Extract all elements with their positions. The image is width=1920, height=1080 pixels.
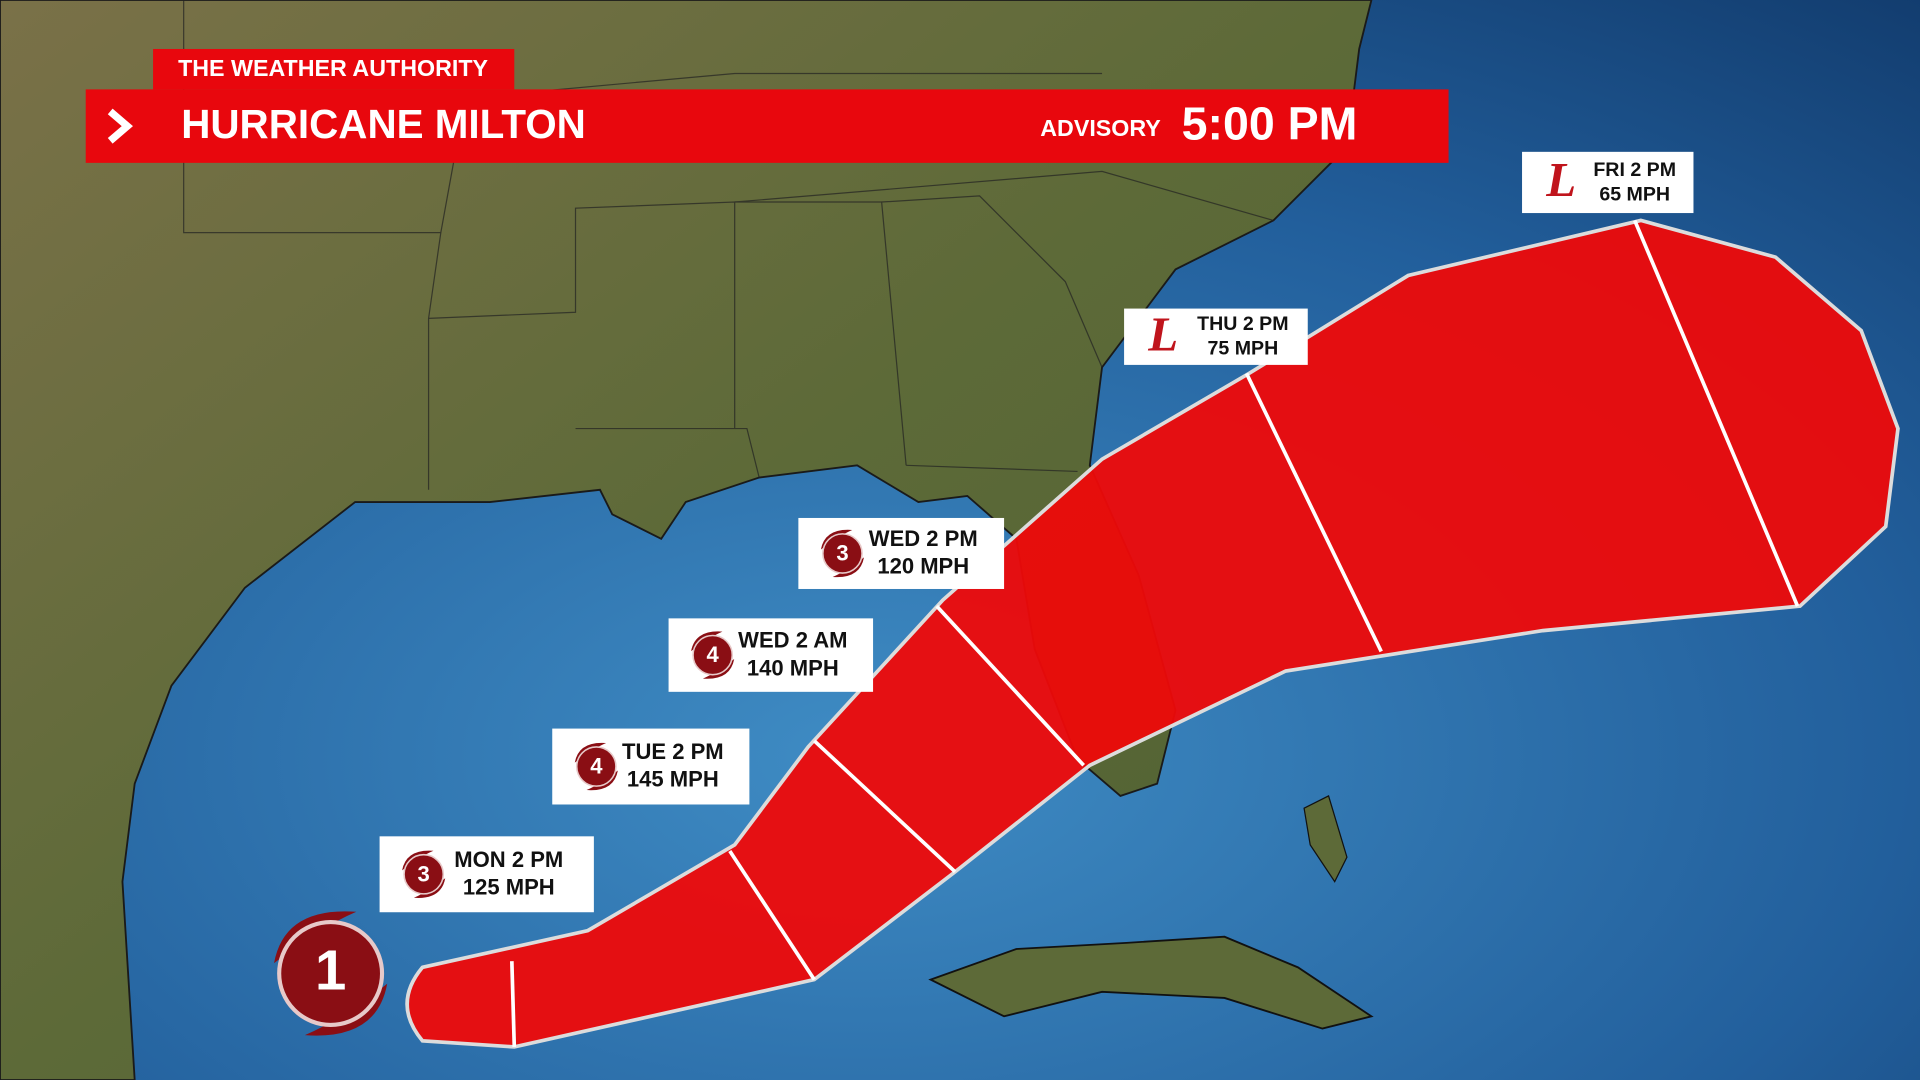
forecast-wind: 65 MPH <box>1599 183 1670 205</box>
icon-eye <box>575 746 617 787</box>
brand-tab <box>153 48 515 90</box>
icon-eye <box>822 533 863 574</box>
icon-category: 1 <box>315 939 346 1002</box>
forecast-time: FRI 2 PM <box>1593 159 1676 181</box>
cone-dividers <box>510 219 1800 1047</box>
icon-eye <box>277 919 385 1027</box>
forecast-time: MON 2 PM <box>454 847 563 872</box>
forecast-wind: 140 MPH <box>747 655 839 680</box>
low-icon: L <box>1147 306 1178 361</box>
forecast-wind: 75 MPH <box>1207 338 1278 360</box>
advisory-label: ADVISORY <box>1040 115 1161 141</box>
title-bar <box>85 89 1449 163</box>
chevron-icon <box>107 108 133 144</box>
advisory-time: 5:00 PM <box>1182 98 1358 150</box>
forecast-time: THU 2 PM <box>1197 313 1288 335</box>
hurricane-icon: 3 <box>402 850 446 898</box>
icon-arm <box>702 659 735 679</box>
icon-category: 3 <box>418 861 430 886</box>
mainland <box>0 0 1373 1080</box>
icon-arm <box>304 983 388 1036</box>
low-icon: L <box>1545 152 1576 207</box>
forecast-time: WED 2 AM <box>738 628 847 653</box>
icon-arm <box>413 878 446 898</box>
bahamas <box>1303 795 1348 883</box>
forecast-box <box>1124 308 1308 365</box>
icon-eye <box>692 634 734 676</box>
icon-category: 3 <box>836 541 848 566</box>
icon-arm <box>691 631 723 652</box>
forecast-wind: 120 MPH <box>877 554 969 579</box>
icon-category: 4 <box>707 642 720 667</box>
hurricane-icon: 3 <box>820 529 864 578</box>
hurricane-icon: 1 <box>274 911 388 1036</box>
icon-eye <box>403 853 445 895</box>
forecast-wind: 145 MPH <box>627 767 719 792</box>
state-borders <box>183 0 1274 490</box>
icon-arm <box>574 742 607 763</box>
icon-arm <box>402 850 434 871</box>
icon-arm <box>586 770 618 791</box>
icon-arm <box>832 557 864 578</box>
hurricane-icon: 4 <box>691 631 735 679</box>
brand: THE WEATHER AUTHORITY <box>178 55 488 81</box>
cuba <box>928 935 1374 1030</box>
storm-title: HURRICANE MILTON <box>181 101 586 147</box>
icon-arm <box>274 911 357 964</box>
forecast-time: WED 2 PM <box>869 526 978 551</box>
hurricane-icon: 4 <box>574 742 618 791</box>
forecast-box <box>1522 151 1694 214</box>
icon-category: 4 <box>590 754 603 779</box>
forecast-cone <box>405 218 1900 1049</box>
forecast-time: TUE 2 PM <box>622 739 724 764</box>
forecast-wind: 125 MPH <box>463 874 555 899</box>
icon-arm <box>820 529 853 550</box>
